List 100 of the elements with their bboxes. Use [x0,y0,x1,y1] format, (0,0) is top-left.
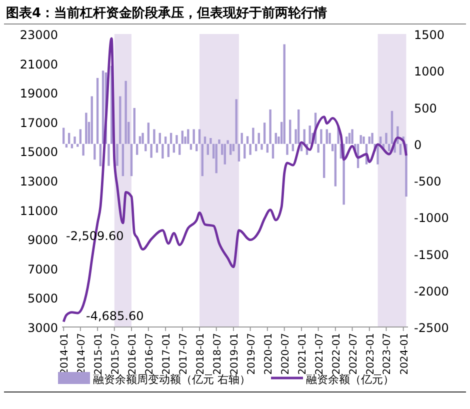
bar [379,136,382,144]
bar [164,136,167,144]
bar [158,132,161,144]
x-tick-label: 2020-01 [263,333,274,375]
bar [215,144,218,174]
bar [122,144,124,176]
bar [263,122,266,144]
bar [85,112,88,144]
bar [62,128,65,144]
bar [235,99,238,144]
bar [178,144,181,155]
bar [147,122,150,144]
x-tick-label: 2021-01 [297,333,308,375]
bar [269,109,272,144]
x-tick-label: 2022-01 [331,333,342,375]
bar [124,80,127,144]
bar [297,109,300,144]
bar [192,129,195,144]
bar [351,129,354,144]
x-tick-label: 2018-01 [196,333,207,375]
y2-tick-label: 1500 [414,28,445,42]
line-series [62,37,408,323]
bar [142,132,144,144]
bar [385,132,388,144]
bar [68,132,70,144]
x-tick-label: 2023-07 [382,333,394,375]
y-tick-label: 21000 [20,57,58,72]
bar [362,136,365,144]
x-tick-label: 2019-01 [229,333,240,375]
bar [240,132,243,144]
x-tick-label: 2017-07 [178,333,190,375]
bar [258,132,260,144]
bar [283,44,286,144]
y2-tick-label: -500 [414,174,442,188]
x-tick-label: 2023-01 [365,333,376,375]
bar [181,130,184,144]
bar [206,144,209,155]
bar [170,132,172,144]
bar [210,138,212,144]
bar [90,96,93,144]
bar [289,120,292,144]
y-tick-label: 5000 [27,292,58,306]
bar [308,126,311,144]
y-tick-label: 17000 [20,116,58,130]
y-tick-label: 7000 [27,262,58,276]
bar [244,144,246,159]
bar [348,132,351,144]
bar [246,136,249,144]
y-tick-label: 19000 [20,86,58,101]
legend-label: 融资余额（亿元） [306,373,394,386]
bar [390,110,394,144]
bar [138,136,142,144]
x-tick-label: 2024-01 [399,333,410,375]
bar [198,129,201,144]
y2-tick-label: 500 [414,101,437,116]
bar [328,132,331,144]
bar [238,144,240,162]
bar [320,129,322,144]
y-tick-label: 23000 [20,28,58,42]
x-tick-label: 2020-07 [280,333,292,375]
bar [94,144,96,160]
bar [371,132,374,144]
chart-title: 图表4：当前杠杆资金阶段承压，但表现好于前两轮行情 [6,6,328,21]
y-tick-label: 13000 [20,174,58,188]
y-tick-label: 11000 [20,204,58,218]
bar [133,108,136,144]
y2-tick-label: -1500 [414,248,449,262]
bar [119,96,122,144]
x-tick-label: 2016-01 [128,333,138,375]
bar [252,128,254,144]
bar [176,135,178,144]
y-tick-label: 3000 [27,321,58,335]
y2-tick-label: -2000 [414,284,449,298]
bar [368,136,370,144]
bar [153,129,156,144]
bar [226,140,229,144]
y-tick-label: 15000 [20,145,58,160]
bar [130,144,133,176]
bar [167,144,170,158]
bar [79,129,82,144]
bar [204,136,206,144]
legend-label: 融资余额周变动额（亿元 右轴） [93,373,250,386]
y2-tick-label: -2500 [414,321,449,335]
y-tick-label: 9000 [27,233,58,248]
x-tick-label: 2015-01 [94,333,105,375]
bar [229,144,232,155]
x-tick-label: 2015-07 [110,333,122,375]
bar [162,144,164,159]
bar [96,78,99,144]
bar [74,136,76,144]
bar [76,144,79,147]
bar [70,144,74,148]
y2-tick-label: -1000 [414,211,449,226]
bar [317,144,320,153]
bar [108,144,110,166]
x-tick-label: 2019-07 [246,333,258,375]
x-tick-label: 2021-07 [314,333,326,375]
bar [201,144,204,176]
annotation: -4,685.60 [86,309,144,323]
bar [274,132,277,144]
